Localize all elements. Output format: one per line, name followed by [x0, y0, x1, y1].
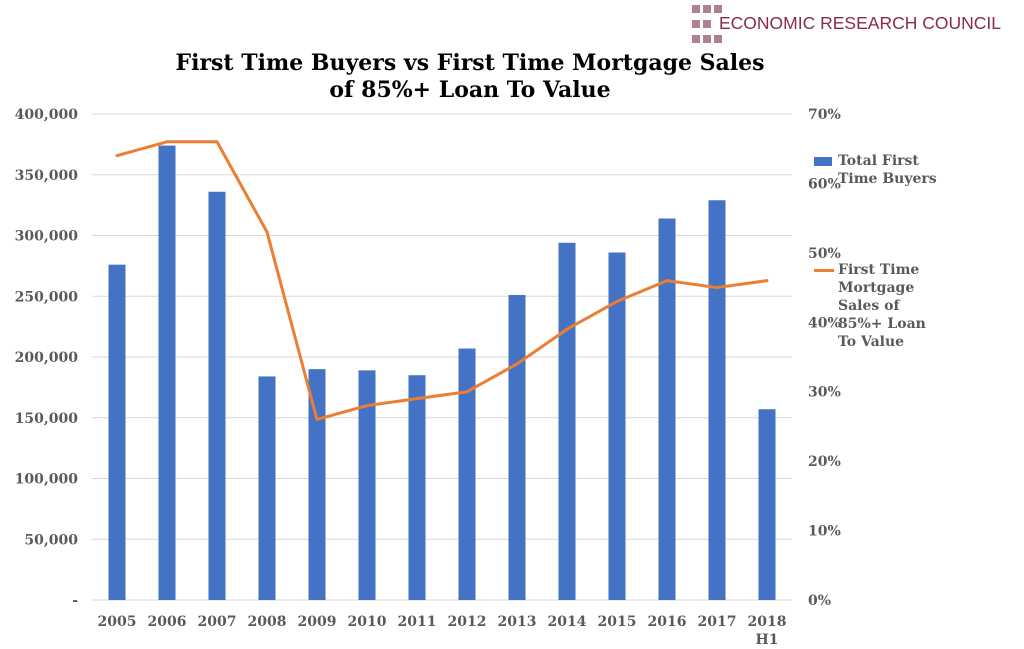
- left-tick-label: 300,000: [15, 229, 79, 245]
- legend-bar-line-1: Total First: [838, 153, 919, 169]
- right-tick-label: 0%: [808, 593, 831, 609]
- line-point-2015: [615, 299, 619, 303]
- bar-2017: [708, 200, 726, 600]
- left-tick-label: -: [72, 593, 78, 609]
- x-tick-label: 2014: [548, 614, 587, 630]
- line-point-2005: [115, 154, 119, 158]
- legend-bars: Total First Time Buyers: [814, 152, 958, 188]
- legend-line-line-3: Sales of: [838, 298, 900, 314]
- right-tick-label: 10%: [808, 524, 841, 540]
- line-point-2006: [165, 140, 169, 144]
- line-point-2007: [215, 140, 219, 144]
- legend-line-line-4: 85%+ Loan: [838, 316, 926, 332]
- right-tick-label: 70%: [808, 107, 841, 123]
- line-point-2012: [465, 390, 469, 394]
- legend-bar-swatch: [814, 157, 832, 166]
- x-tick-label: 2007: [198, 614, 237, 630]
- left-tick-label: 250,000: [15, 289, 79, 305]
- bar-2007: [208, 191, 226, 600]
- x-tick-label: 2006: [148, 614, 187, 630]
- bar-2016: [658, 218, 676, 601]
- bar-2012: [458, 348, 476, 600]
- bar-2018-H1: [758, 409, 776, 600]
- right-tick-label: 20%: [808, 454, 841, 470]
- left-tick-label: 150,000: [15, 411, 79, 427]
- bar-2009: [308, 369, 326, 600]
- x-tick-label: 2018: [748, 614, 787, 630]
- bar-2011: [408, 375, 426, 600]
- line-point-2017: [715, 286, 719, 290]
- bar-2008: [258, 376, 276, 600]
- right-tick-label: 60%: [808, 176, 841, 192]
- left-tick-label: 400,000: [15, 107, 79, 123]
- x-tick-label: H1: [756, 632, 779, 648]
- legend-line: First Time Mortgage Sales of 85%+ Loan T…: [814, 261, 958, 351]
- legend-line-line-2: Mortgage: [838, 280, 915, 296]
- logo-grid-icon: ECONOMIC RESEARCH COUNCIL: [692, 5, 1001, 43]
- legend-bar-line-2: Time Buyers: [838, 171, 937, 187]
- bar-2014: [558, 242, 576, 601]
- line-point-2009: [315, 417, 319, 421]
- left-tick-label: 50,000: [24, 532, 78, 548]
- bar-2013: [508, 295, 526, 600]
- x-tick-label: 2016: [648, 614, 687, 630]
- bar-2006: [158, 145, 176, 600]
- left-tick-label: 100,000: [15, 472, 79, 488]
- left-tick-label: 200,000: [15, 350, 79, 366]
- line-point-2013: [515, 362, 519, 366]
- chart-title: First Time Buyers vs First Time Mortgage…: [0, 50, 940, 104]
- x-tick-label: 2017: [698, 614, 737, 630]
- x-tick-label: 2005: [98, 614, 137, 630]
- bar-2005: [108, 264, 126, 600]
- left-tick-label: 350,000: [15, 168, 79, 184]
- line-point-2008: [265, 230, 269, 234]
- x-tick-label: 2010: [348, 614, 387, 630]
- x-tick-label: 2015: [598, 614, 637, 630]
- bar-2015: [608, 252, 626, 600]
- x-tick-label: 2011: [398, 614, 437, 630]
- x-tick-label: 2013: [498, 614, 537, 630]
- title-line-2: of 85%+ Loan To Value: [329, 77, 611, 103]
- right-tick-label: 50%: [808, 246, 841, 262]
- legend-line-line-5: To Value: [838, 334, 905, 350]
- right-tick-label: 30%: [808, 385, 841, 401]
- line-point-2018-H1: [765, 279, 769, 283]
- title-line-1: First Time Buyers vs First Time Mortgage…: [175, 50, 765, 76]
- legend-line-swatch: [814, 269, 834, 272]
- bar-2010: [358, 370, 376, 600]
- line-point-2014: [565, 327, 569, 331]
- line-point-2011: [415, 397, 419, 401]
- x-tick-label: 2012: [448, 614, 487, 630]
- x-tick-label: 2009: [298, 614, 337, 630]
- line-point-2010: [365, 404, 369, 408]
- erc-logo: ECONOMIC RESEARCH COUNCIL: [692, 5, 1022, 51]
- line-point-2016: [665, 279, 669, 283]
- svg-text:ECONOMIC RESEARCH COUNCIL: ECONOMIC RESEARCH COUNCIL: [719, 13, 1001, 33]
- legend-line-line-1: First Time: [838, 262, 920, 278]
- right-tick-label: 40%: [808, 315, 841, 331]
- line-series: [116, 140, 768, 421]
- x-tick-label: 2008: [248, 614, 287, 630]
